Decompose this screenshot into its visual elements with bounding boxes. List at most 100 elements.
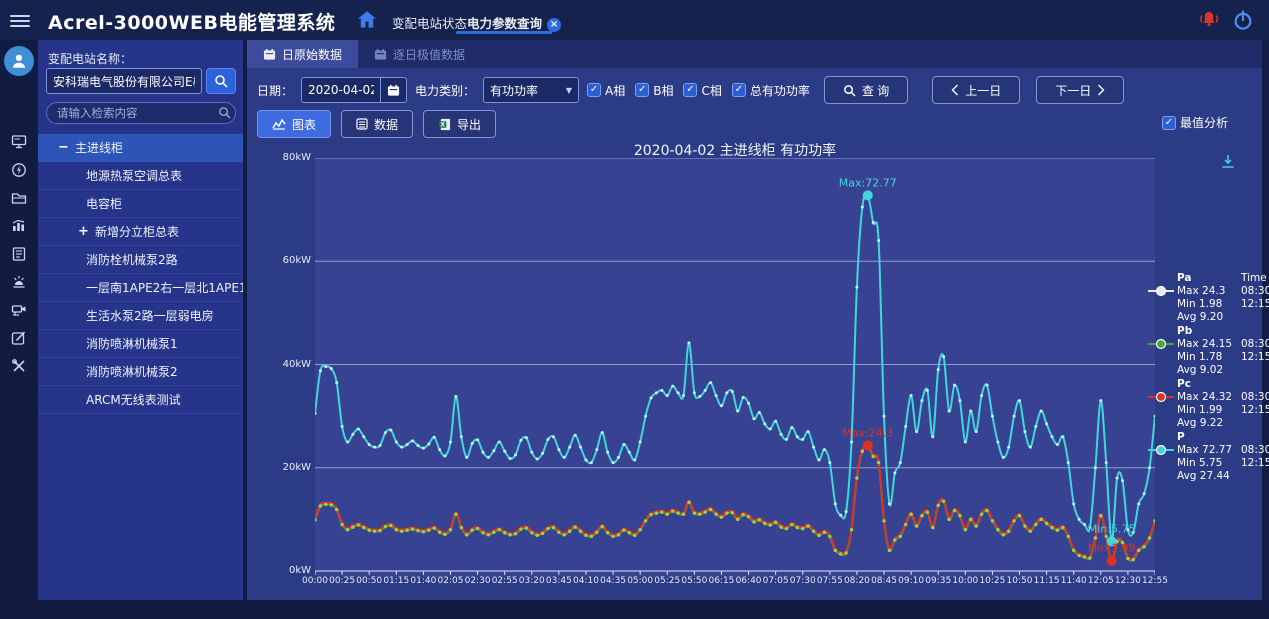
folder-icon[interactable] <box>0 184 38 212</box>
power-category-select[interactable]: 有功功率 ▼ <box>483 77 580 103</box>
pb-point <box>963 528 968 532</box>
p-point <box>682 393 686 397</box>
legend-marker-Pb[interactable] <box>1148 338 1174 350</box>
alarm-icon[interactable] <box>0 268 38 296</box>
tree-item[interactable]: 消防栓机械泵2路 <box>38 246 243 274</box>
pb-point <box>925 510 930 514</box>
tools-icon[interactable] <box>0 352 38 380</box>
pb-point <box>1142 545 1146 549</box>
tree-item[interactable]: 消防喷淋机械泵2 <box>38 358 243 386</box>
home-icon[interactable] <box>356 9 378 31</box>
pb-point <box>437 530 442 534</box>
p-point <box>747 401 751 405</box>
tree-item[interactable]: 消防喷淋机械泵1 <box>38 330 243 358</box>
pb-point <box>1028 529 1033 533</box>
chart-view-button[interactable]: 图表 <box>257 110 332 138</box>
phase-checkbox-B相[interactable]: ✓ B相 <box>635 82 673 99</box>
p-point <box>942 355 946 359</box>
tab-daily-extreme-data[interactable]: 逐日极值数据 <box>358 40 481 68</box>
pb-point <box>1088 556 1092 560</box>
legend-avg: Avg 9.22 <box>1177 417 1224 429</box>
date-input[interactable] <box>302 78 381 102</box>
collapse-icon[interactable]: − <box>58 140 69 155</box>
phase-checkbox-C相[interactable]: ✓ C相 <box>683 82 722 99</box>
p-point <box>898 461 902 465</box>
tree-item[interactable]: − 主进线柜 <box>38 134 243 162</box>
checkbox-check-icon: ✓ <box>731 83 746 97</box>
pb-point <box>329 503 333 507</box>
calendar-picker-icon[interactable] <box>380 78 406 102</box>
data-view-button[interactable]: 数据 <box>341 110 414 138</box>
x-axis-label: 00:00 <box>302 576 328 586</box>
chart-plot-area: Max:72.77 Max:24.3 Min:5.75 Min:1.99 <box>315 158 1155 577</box>
p-point <box>383 431 387 435</box>
tab-close-icon[interactable]: × <box>547 18 562 32</box>
p-point <box>514 453 518 457</box>
pb-point <box>665 512 669 516</box>
legend-marker-Pc[interactable] <box>1148 391 1174 403</box>
phase-checkbox-A相[interactable]: ✓ A相 <box>587 82 625 99</box>
p-point <box>698 395 702 399</box>
p-point <box>627 450 631 454</box>
power-line-chart: Max:72.77 Max:24.3 Min:5.75 Min:1.99 <box>315 158 1155 575</box>
pb-point <box>1104 534 1108 539</box>
query-button[interactable]: 查 询 <box>823 76 909 104</box>
tree-item[interactable]: 生活水泵2路一层弱电房 <box>38 302 243 330</box>
next-day-button[interactable]: 下一日 <box>1036 76 1125 104</box>
p-point <box>915 430 919 434</box>
p-point <box>497 440 501 444</box>
monitor-icon[interactable] <box>0 128 38 156</box>
previous-day-button[interactable]: 上一日 <box>932 76 1021 104</box>
pb-point <box>822 530 827 534</box>
export-button[interactable]: X 导出 <box>423 110 497 138</box>
nav-tab-power-query[interactable]: 电力参数查询 × <box>467 13 562 32</box>
station-name-input[interactable] <box>46 68 202 94</box>
p-point <box>768 427 772 431</box>
station-search-button[interactable] <box>206 68 236 94</box>
power-icon[interactable] <box>1232 9 1254 31</box>
p-point <box>611 461 615 465</box>
hamburger-menu-icon[interactable] <box>10 12 30 28</box>
pb-point <box>486 533 491 537</box>
p-point <box>503 449 507 453</box>
p-point <box>736 409 740 413</box>
legend-marker-P[interactable] <box>1148 444 1174 456</box>
tree-item[interactable]: ARCM无线表测试 <box>38 386 243 414</box>
tree-item[interactable]: + 新增分立柜总表 <box>38 218 243 246</box>
p-point <box>844 510 848 514</box>
p-point <box>1126 528 1130 532</box>
date-label: 日期： <box>257 83 294 98</box>
p-point <box>541 451 545 455</box>
legend-marker-Pa[interactable] <box>1148 285 1174 297</box>
energy-icon[interactable] <box>0 156 38 184</box>
nav-tab-station-status[interactable]: 变配电站状态 <box>392 16 468 31</box>
x-axis-label: 02:05 <box>437 576 464 586</box>
p-point <box>990 414 994 418</box>
tree-item[interactable]: 电容柜 <box>38 190 243 218</box>
tab-daily-raw-data[interactable]: 日原始数据 <box>247 40 359 68</box>
pb-point <box>931 525 935 530</box>
expand-icon[interactable]: + <box>78 224 89 239</box>
download-chart-icon[interactable] <box>1220 154 1236 169</box>
user-avatar[interactable] <box>4 46 34 76</box>
camera-icon[interactable] <box>0 296 38 324</box>
tree-item[interactable]: 地源热泵空调总表 <box>38 162 243 190</box>
legend-series-name: Pc <box>1177 378 1191 390</box>
report-icon[interactable] <box>0 240 38 268</box>
station-name-label: 变配电站名称： <box>48 52 133 66</box>
max-analysis-checkbox[interactable]: ✓ 最值分析 <box>1161 114 1228 131</box>
tree-item[interactable]: 一层南1APE2右一层北1APE1左 <box>38 274 243 302</box>
p-point <box>822 448 826 452</box>
chart-icon[interactable] <box>0 212 38 240</box>
alarm-bell-icon[interactable] <box>1196 9 1222 31</box>
p-point <box>1039 409 1043 413</box>
legend-block-Pb: Pb Max 24.15 08:30 Min 1.78 12:15 Avg 9.02 <box>1148 325 1269 377</box>
pb-point <box>904 522 908 527</box>
p-point <box>389 428 393 432</box>
tree-filter-input[interactable] <box>46 102 236 124</box>
edit-icon[interactable] <box>0 324 38 352</box>
p-point <box>340 424 344 428</box>
phase-checkbox-总有功功率[interactable]: ✓ 总有功功率 <box>731 82 810 99</box>
x-axis-label: 10:25 <box>979 576 1006 586</box>
p-point <box>833 502 837 506</box>
